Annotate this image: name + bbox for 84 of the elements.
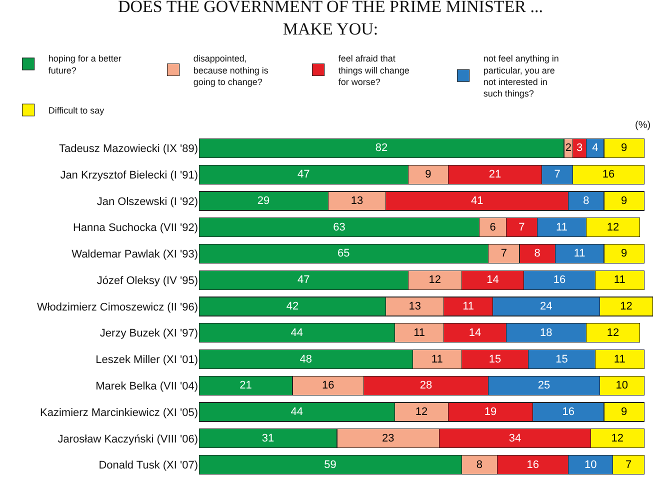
data-label: 42	[286, 300, 299, 312]
data-label: 13	[408, 300, 421, 312]
y-tick-label: Waldemar Pawlak (XI '93)	[72, 248, 198, 261]
data-label: 11	[431, 353, 443, 366]
data-label: 13	[350, 194, 364, 207]
data-label: 25	[538, 380, 550, 392]
data-label: 16	[562, 406, 575, 418]
data-label: 9	[621, 406, 628, 418]
data-label: 12	[611, 432, 624, 444]
y-tick-label: Donald Tusk (XI '07)	[98, 460, 198, 472]
data-label: 14	[468, 326, 482, 339]
data-label: 11	[614, 274, 626, 286]
data-label: 48	[300, 353, 312, 366]
data-label: 8	[583, 194, 590, 207]
data-label: 23	[382, 432, 394, 444]
legend-label: hoping for a better future?	[48, 54, 122, 76]
data-label: 28	[420, 380, 432, 392]
y-tick-label: Kazimierz Marcinkiewicz (XI '05)	[40, 406, 198, 419]
y-tick-label: Jan Krzysztof Bielecki (I '91)	[60, 169, 198, 182]
data-label: 12	[606, 221, 620, 234]
data-label: 21	[240, 380, 252, 392]
data-label: 12	[606, 326, 620, 339]
data-label: 7	[500, 248, 507, 260]
data-label: 11	[462, 300, 474, 312]
data-label: 14	[486, 274, 499, 286]
data-label: 41	[471, 194, 484, 207]
data-label: 7	[554, 168, 560, 181]
data-label: 15	[556, 353, 568, 366]
y-tick-label: Marek Belka (VII '04)	[96, 380, 198, 392]
y-tick-label: Józef Oleksy (IV '95)	[96, 274, 198, 287]
data-label: 7	[518, 221, 525, 234]
data-label: 16	[526, 458, 539, 471]
data-label: 31	[262, 432, 274, 444]
data-label: 47	[297, 168, 310, 181]
text: (%)	[635, 120, 651, 131]
data-label: 10	[584, 458, 597, 471]
data-label: 9	[621, 248, 628, 260]
data-label: 8	[534, 248, 540, 260]
data-label: 9	[425, 168, 432, 181]
y-tick-label: Tadeusz Mazowiecki (IX '89)	[58, 143, 198, 156]
data-label: 4	[592, 142, 598, 154]
data-label: 59	[324, 458, 336, 471]
y-tick-label: Jarosław Kaczyński (VIII '06)	[58, 433, 198, 446]
legend-label: not feel anything in particular, you are not interested in such things?	[483, 54, 559, 99]
data-label: 44	[290, 326, 304, 339]
data-label: 47	[297, 274, 310, 286]
data-label: 16	[602, 168, 615, 181]
data-label: 3	[576, 142, 583, 154]
y-tick-label: Jerzy Buzek (XI '97)	[100, 328, 198, 340]
data-label: 7	[625, 458, 632, 471]
y-tick-label: Jan Olszewski (I '92)	[96, 196, 198, 208]
data-label: 24	[540, 300, 552, 312]
data-label: 2	[565, 142, 572, 154]
data-label: 82	[375, 142, 388, 154]
data-label: 44	[290, 406, 304, 418]
data-label: 21	[488, 168, 502, 181]
y-tick-label: Hanna Suchocka (VII '92)	[72, 222, 198, 234]
data-label: 8	[476, 458, 482, 471]
data-label: 9	[621, 142, 628, 154]
y-tick-label: Leszek Miller (XI '01)	[96, 354, 198, 366]
data-label: 11	[574, 248, 586, 260]
data-label: 63	[333, 221, 346, 234]
data-label: 12	[620, 300, 632, 312]
data-label: 11	[614, 353, 626, 366]
legend-label: disappointed, because nothing is going to change?	[193, 54, 269, 87]
data-label: 16	[322, 380, 334, 392]
data-label: 11	[414, 326, 426, 339]
data-label: 34	[508, 432, 522, 444]
data-label: 15	[488, 353, 502, 366]
data-label: 18	[540, 326, 552, 339]
data-label: 6	[490, 221, 496, 234]
data-label: 19	[484, 406, 497, 418]
legend-label: Difficult to say	[48, 106, 105, 116]
data-label: 16	[553, 274, 566, 286]
data-label: 11	[556, 221, 568, 234]
data-label: 12	[415, 406, 428, 418]
data-label: 29	[257, 194, 270, 207]
y-tick-label: Włodzimierz Cimoszewicz (II '96)	[36, 301, 198, 314]
data-label: 12	[428, 274, 442, 286]
data-label: 10	[616, 380, 628, 392]
data-label: 9	[621, 194, 628, 207]
legend-label: feel afraid that things will change for worse?	[338, 54, 410, 87]
chart-title: DOES THE GOVERNMENT OF THE PRIME MINISTER ... MAKE YOU:	[118, 0, 544, 38]
data-label: 65	[338, 248, 350, 260]
